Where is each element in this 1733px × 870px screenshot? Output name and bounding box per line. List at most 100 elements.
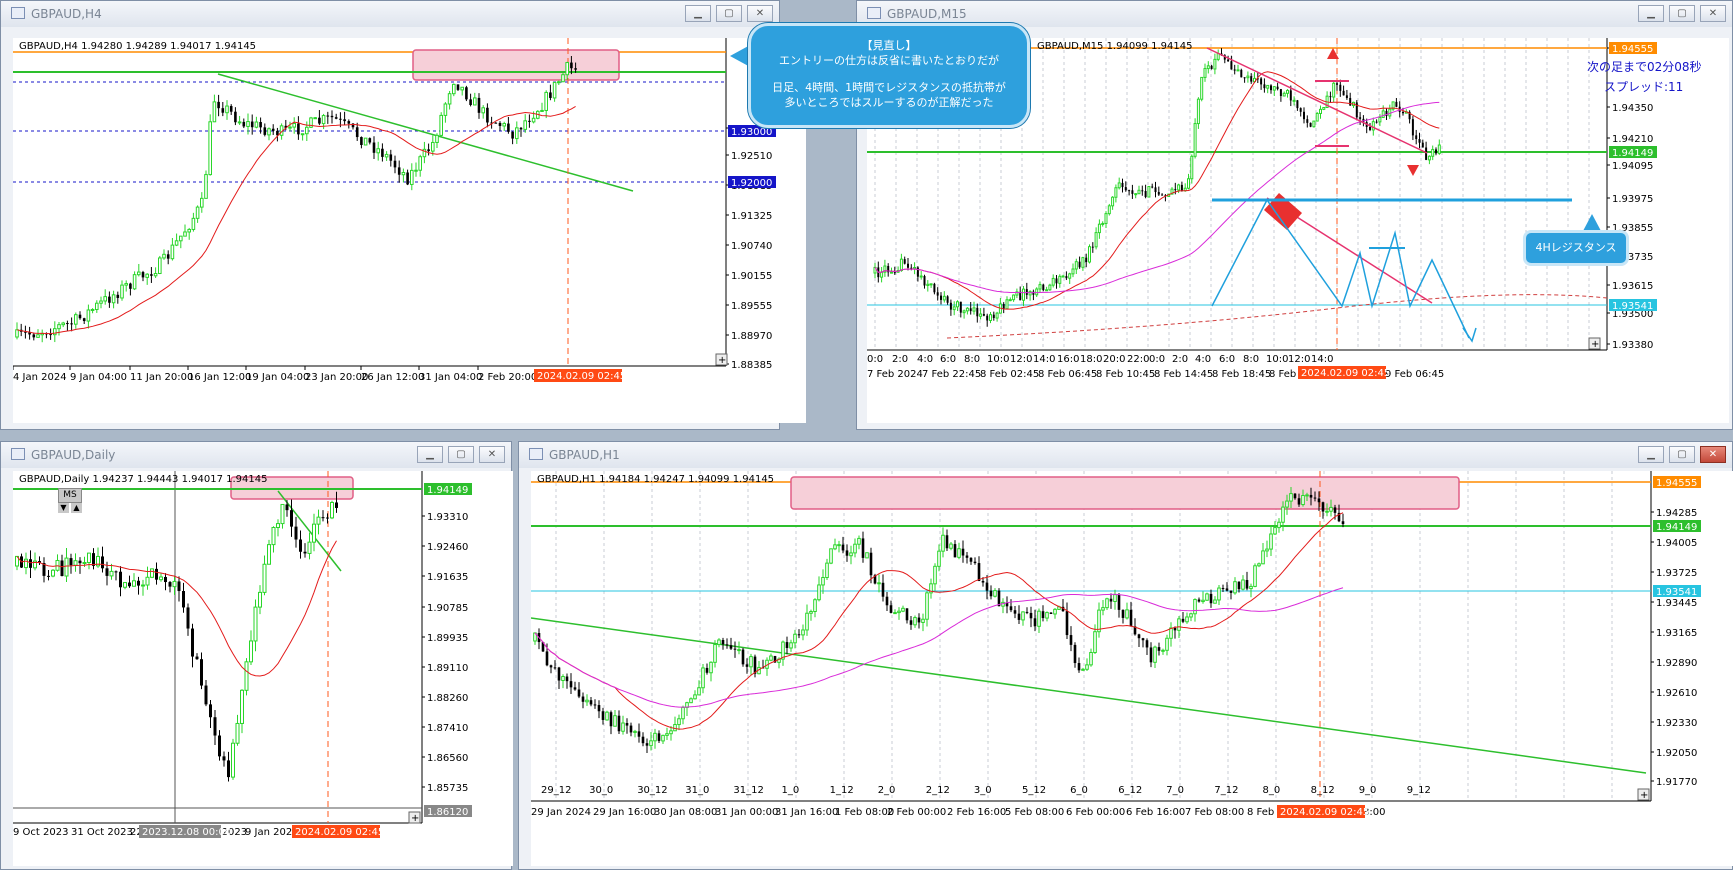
h1-price-tag-orange-bg <box>1653 476 1701 488</box>
candle-bear <box>326 115 330 117</box>
h1-time-label: 2 Feb 00:00 <box>887 807 946 818</box>
candle-bear <box>1029 612 1033 619</box>
daily-titlebar[interactable]: GBPAUD,Daily ▁ ▢ ✕ <box>1 442 511 468</box>
candle-bull <box>231 742 235 778</box>
candle-bull <box>307 541 312 554</box>
h1-ma-red <box>534 512 1344 730</box>
candle-bear <box>625 723 629 726</box>
candle-bull <box>717 639 721 646</box>
zoom-plus-icon: + <box>718 355 726 366</box>
maximize-button[interactable]: ▢ <box>716 5 742 22</box>
candle-bear <box>490 122 493 124</box>
candle-bull <box>1332 82 1336 98</box>
m15-price-label: 1.93735 <box>1612 252 1653 263</box>
ms-button[interactable]: MS <box>58 488 82 503</box>
candle-bull <box>132 580 136 587</box>
candle-bull <box>929 283 933 286</box>
candle-bear <box>465 87 468 100</box>
candle-bear <box>92 553 95 566</box>
candle-bear <box>936 292 939 296</box>
candle-bear <box>910 267 913 269</box>
candle-bear <box>303 551 307 554</box>
candle-bear <box>705 667 709 673</box>
note-bubble-tail <box>730 44 752 68</box>
candle-bear <box>227 760 230 778</box>
candle-bear <box>297 123 300 135</box>
close-button[interactable]: ✕ <box>1700 5 1726 22</box>
m15-chart-area[interactable]: 1.94555 1.94350 1.94210 1.94095 1.93975 1.938… <box>867 38 1729 423</box>
candle-bear <box>137 580 140 586</box>
m15-titlebar[interactable]: GBPAUD,M15 ▁ ▢ ✕ <box>857 1 1732 27</box>
candle-bear <box>953 544 957 558</box>
candle-bear <box>406 172 409 185</box>
candle-bull <box>897 610 901 614</box>
maximize-button[interactable]: ▢ <box>1669 5 1695 22</box>
candle-bull <box>1058 275 1062 284</box>
h4-titlebar[interactable]: GBPAUD,H4 ▁ ▢ ✕ <box>1 1 779 27</box>
candle-bull <box>1107 205 1111 215</box>
candle-bear <box>299 539 302 552</box>
candle-bear <box>1049 612 1053 614</box>
h4-chart-area[interactable]: 1.939001.925101.919151.913251.907401.901… <box>13 38 806 423</box>
candle-bull <box>677 718 681 726</box>
h1-titlebar[interactable]: GBPAUD,H1 ▁ ▢ ✕ <box>519 442 1732 468</box>
candle-bull <box>1312 120 1316 128</box>
candle-bear <box>785 642 789 648</box>
candle-bull <box>288 126 292 129</box>
h1-green-trendline <box>531 617 1647 774</box>
candle-bear <box>213 717 217 736</box>
candle-bear <box>1161 194 1164 196</box>
candle-bear <box>1174 189 1177 191</box>
candle-bull <box>880 271 884 278</box>
candle-bull <box>1315 112 1319 122</box>
h1-ma-magenta <box>534 587 1344 708</box>
ms-down-arrow-icon[interactable]: ▼ <box>58 503 69 513</box>
daily-chart-area[interactable]: 1.93310 1.92460 1.91635 1.90785 1.89935 1.891… <box>13 471 513 866</box>
minimize-button[interactable]: ▁ <box>1638 446 1664 463</box>
m15-hour-label: 0:0 <box>867 354 883 365</box>
candle-bull <box>153 272 158 277</box>
candle-bull <box>942 295 946 301</box>
candle-bear <box>1117 594 1121 610</box>
candle-bear <box>1133 626 1137 635</box>
candle-bear <box>250 121 254 128</box>
candle-bear <box>1402 111 1404 114</box>
close-button[interactable]: ✕ <box>479 446 505 463</box>
candle-bull <box>179 235 183 242</box>
chart-window-icon <box>529 448 543 460</box>
minimize-button[interactable]: ▁ <box>1638 5 1664 22</box>
h1-price-label: 1.93445 <box>1656 598 1697 609</box>
ms-up-arrow-icon[interactable]: ▲ <box>71 503 82 513</box>
candle-bull <box>1206 65 1210 70</box>
candle-bear <box>221 108 225 113</box>
candle-bull <box>330 501 334 519</box>
candle-bear <box>1181 618 1185 622</box>
h4-time-label: 23 Jan 20:00 <box>305 372 368 383</box>
minimize-button[interactable]: ▁ <box>417 446 443 463</box>
candle-bull <box>1301 495 1305 506</box>
h1-day-label: 9_0 <box>1359 785 1377 796</box>
candle-bear <box>541 642 545 652</box>
candle-bull <box>1089 651 1093 666</box>
candle-bull <box>972 307 976 312</box>
h1-chart-area[interactable]: 1.94285 1.94005 1.93725 1.93445 1.93165 1.928… <box>531 471 1733 866</box>
candle-bear <box>1131 190 1134 194</box>
candle-bull <box>172 580 177 588</box>
candle-bear <box>1091 246 1094 248</box>
minimize-button[interactable]: ▁ <box>685 5 711 22</box>
daily-time-label: 31 Oct 2023 <box>71 827 133 838</box>
candle-bull <box>1169 627 1173 639</box>
candle-bull <box>1292 99 1296 102</box>
close-button[interactable]: ✕ <box>747 5 773 22</box>
candle-bear <box>601 711 605 720</box>
candle-bear <box>965 555 969 558</box>
m15-hour-label: 6:0 <box>1219 354 1235 365</box>
candle-bull <box>321 115 326 125</box>
candle-bear <box>393 160 397 168</box>
maximize-button[interactable]: ▢ <box>1669 446 1695 463</box>
candle-bull <box>1097 223 1101 234</box>
maximize-button[interactable]: ▢ <box>448 446 474 463</box>
m15-hour-label: 12:0 <box>1010 354 1032 365</box>
candle-bear <box>593 704 597 706</box>
close-button[interactable]: ✕ <box>1700 446 1726 463</box>
